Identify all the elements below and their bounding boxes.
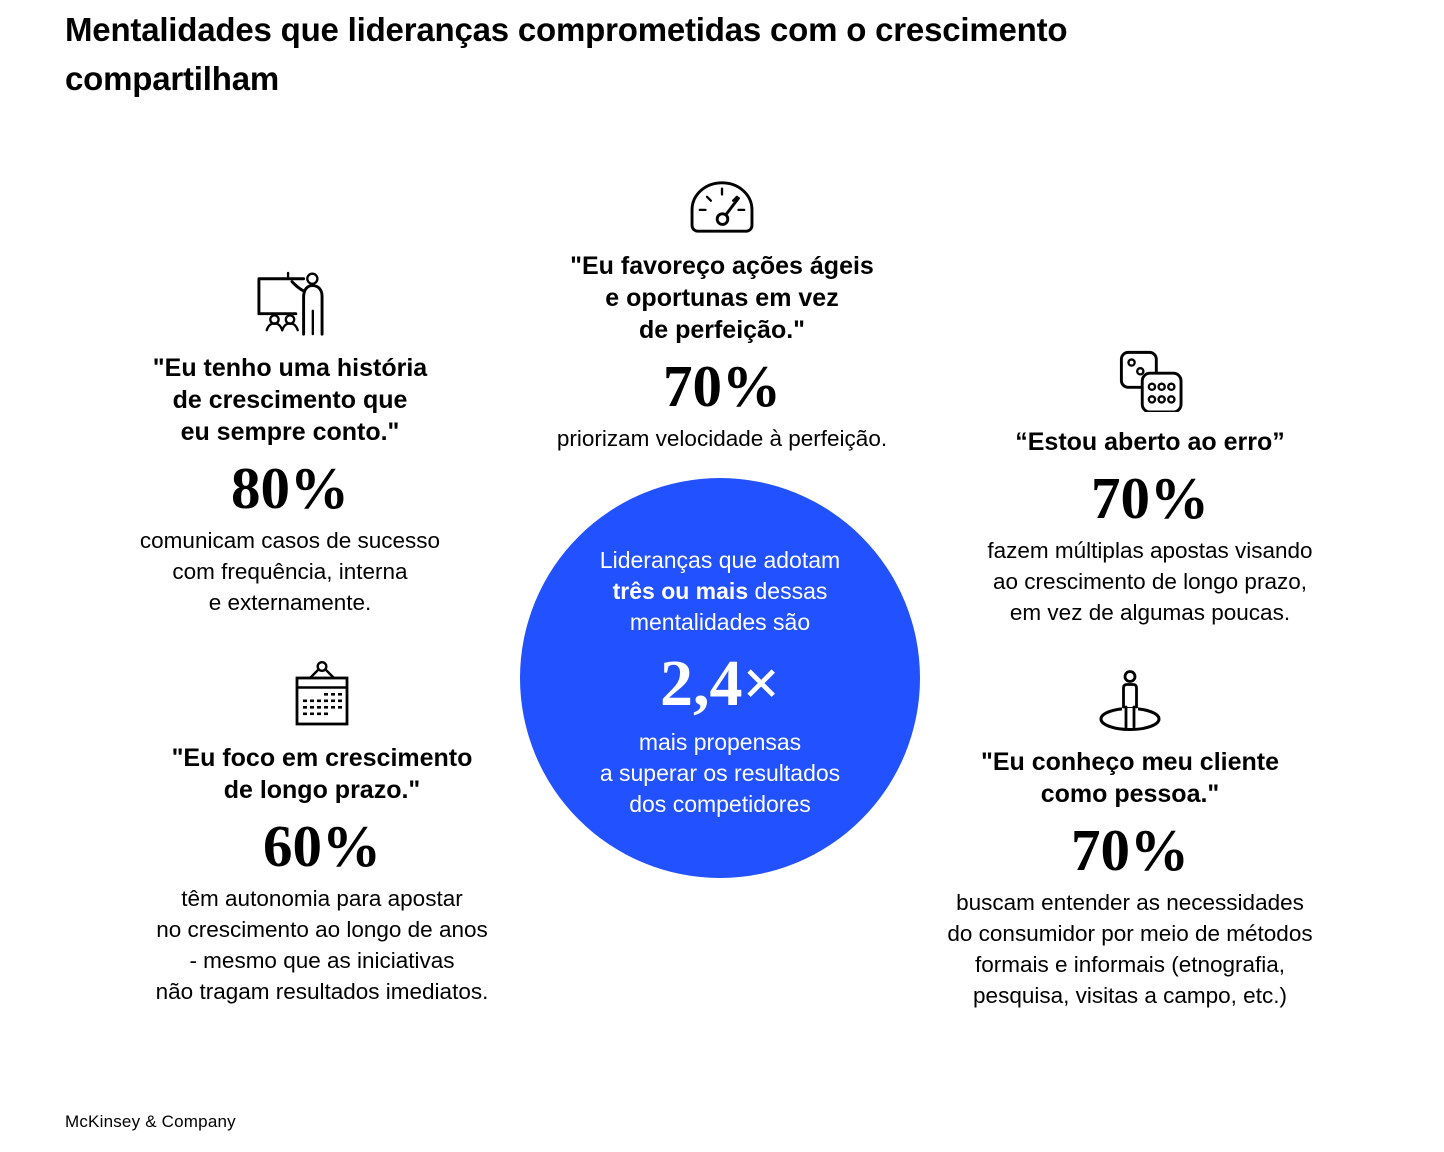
- brand-wordmark: McKinsey & Company: [65, 1112, 236, 1131]
- mindset-quote: “Estou aberto ao erro”: [1015, 428, 1285, 456]
- multiplier-value: 2,4×: [659, 646, 781, 720]
- mindset-description: priorizam velocidade à perfeição.: [556, 426, 888, 451]
- mindset-description: têm autonomia para apostar no cresciment…: [155, 886, 489, 1004]
- mindset-open-to-error: “Estou aberto ao erro” 70% fazem múltipl…: [945, 342, 1355, 628]
- presentation-icon: [80, 268, 500, 338]
- circle-outro: mais propensas a superar os resultados d…: [599, 728, 841, 817]
- mindset-description: comunicam casos de sucesso com frequênci…: [139, 528, 441, 615]
- calendar-icon: [110, 658, 534, 728]
- mindset-long-term-growth: "Eu foco em crescimento de longo prazo."…: [110, 658, 534, 1007]
- gauge-icon: [512, 166, 932, 236]
- circle-intro-line2-rest: dessas: [748, 577, 828, 604]
- person-spot-icon: [915, 662, 1345, 732]
- circle-intro: Lideranças que adotam três ou mais dessas…: [600, 545, 840, 638]
- mindset-quote: "Eu favoreço ações ágeis e oportunas em …: [570, 252, 874, 344]
- mindset-quote: "Eu tenho uma história de crescimento qu…: [152, 354, 428, 446]
- mindset-stat: 80%: [231, 455, 349, 521]
- key-stat-circle: Lideranças que adotam três ou mais dessas…: [520, 478, 920, 878]
- mindset-growth-story: "Eu tenho uma história de crescimento qu…: [80, 268, 500, 618]
- page-title: Mentalidades que lideranças comprometida…: [65, 11, 1068, 97]
- mindset-agile-action: "Eu favoreço ações ágeis e oportunas em …: [512, 166, 932, 454]
- mindset-stat: 70%: [663, 353, 781, 419]
- mindset-stat: 70%: [1071, 817, 1189, 883]
- mindset-stat: 70%: [1091, 465, 1209, 531]
- mindset-know-customer: "Eu conheço meu cliente como pessoa." 70…: [915, 662, 1345, 1011]
- circle-intro-line3: mentalidades são: [629, 608, 811, 635]
- circle-intro-line1: Lideranças que adotam: [599, 546, 841, 573]
- mindset-description: fazem múltiplas apostas visando ao cresc…: [987, 538, 1313, 625]
- calendar-dots: [303, 693, 342, 716]
- mindset-stat: 60%: [263, 813, 381, 879]
- mindset-quote: "Eu foco em crescimento de longo prazo.": [171, 744, 473, 804]
- dice-icon: [945, 342, 1355, 412]
- circle-intro-bold: três ou mais: [612, 577, 749, 604]
- mindset-description: buscam entender as necessidades do consu…: [947, 890, 1313, 1008]
- mindset-quote: "Eu conheço meu cliente como pessoa.": [980, 748, 1280, 808]
